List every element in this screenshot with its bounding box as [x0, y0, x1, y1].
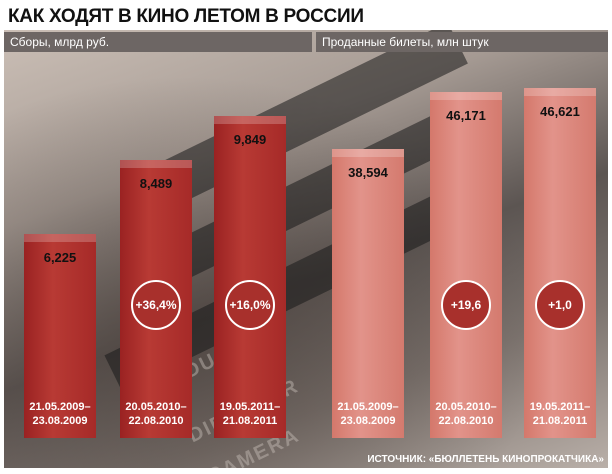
- data-label: 38,594: [348, 165, 388, 180]
- period-line: 22.08.2010: [438, 415, 494, 427]
- period-line: 21.08.2011: [222, 415, 278, 427]
- bar-highlight: [430, 92, 502, 100]
- data-label: 46,621: [540, 104, 580, 119]
- change-badge: +19,6: [441, 280, 491, 330]
- data-label: 9,849: [233, 132, 267, 147]
- period-line: 19.05.2011–: [219, 401, 281, 413]
- period-label: 21.05.2009– 23.08.2009: [326, 400, 410, 428]
- bar-highlight: [332, 149, 404, 157]
- period-line: 23.08.2009: [32, 415, 88, 427]
- clapperboard-background: PRODUCTION DIRECTOR CAMERA: [4, 30, 608, 468]
- panel-subtitle: Проданные билеты, млн штук: [316, 32, 608, 52]
- period-label: 20.05.2010– 22.08.2010: [424, 400, 508, 428]
- period-line: 20.05.2010–: [125, 401, 187, 413]
- period-label: 21.05.2009– 23.08.2009: [18, 400, 102, 428]
- data-label: 46,171: [446, 108, 486, 123]
- period-line: 19.05.2011–: [529, 401, 591, 413]
- period-line: 20.05.2010–: [435, 401, 497, 413]
- change-badge: +1,0: [535, 280, 585, 330]
- bar[interactable]: [524, 88, 596, 438]
- chart-title: КАК ХОДЯТ В КИНО ЛЕТОМ В РОССИИ: [8, 6, 364, 27]
- bar-highlight: [120, 160, 192, 168]
- period-line: 21.05.2009–: [29, 401, 91, 413]
- period-line: 21.08.2011: [532, 415, 588, 427]
- period-label: 19.05.2011– 21.08.2011: [518, 400, 602, 428]
- source-note: ИСТОЧНИК: «БЮЛЛЕТЕНЬ КИНОПРОКАТЧИКА»: [367, 454, 604, 465]
- bar[interactable]: [332, 149, 404, 438]
- change-badge: +36,4%: [131, 280, 181, 330]
- period-line: 23.08.2009: [340, 415, 396, 427]
- bar[interactable]: [430, 92, 502, 438]
- period-line: 22.08.2010: [128, 415, 184, 427]
- period-label: 19.05.2011– 21.08.2011: [208, 400, 292, 428]
- bar-highlight: [524, 88, 596, 96]
- bar[interactable]: [214, 116, 286, 438]
- change-badge: +16,0%: [225, 280, 275, 330]
- bar-highlight: [24, 234, 96, 242]
- bar-highlight: [214, 116, 286, 124]
- data-label: 8,489: [139, 176, 173, 191]
- panel-subtitle: Сборы, млрд руб.: [4, 32, 312, 52]
- period-line: 21.05.2009–: [337, 401, 399, 413]
- data-label: 6,225: [43, 250, 77, 265]
- bar[interactable]: [24, 234, 96, 438]
- period-label: 20.05.2010– 22.08.2010: [114, 400, 198, 428]
